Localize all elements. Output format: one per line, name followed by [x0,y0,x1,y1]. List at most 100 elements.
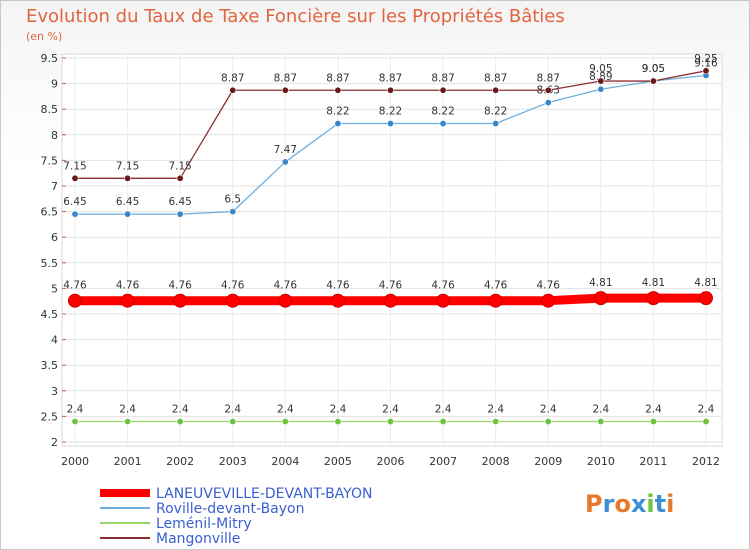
plot-background [61,53,723,447]
data-label: 6.45 [168,196,191,208]
data-label: 4.76 [484,280,508,292]
data-point [488,293,503,308]
data-label: 4.76 [274,280,298,292]
legend-label: Leménil-Mitry [156,516,252,532]
logo-letter: t [654,490,667,518]
data-point [176,210,184,218]
data-point [120,293,135,308]
y-tick-label: 3 [51,385,58,398]
x-tick-label: 2012 [692,455,720,468]
data-point [492,86,500,94]
data-label: 4.76 [116,280,140,292]
data-label: 2.4 [698,404,715,416]
data-label: 2.4 [119,404,136,416]
x-tick-label: 2006 [377,455,405,468]
data-label: 2.4 [645,404,662,416]
data-point [176,418,184,426]
data-point [229,418,237,426]
data-point [699,291,713,306]
data-point [124,174,132,182]
data-label: 2.4 [592,404,609,416]
chart-title: Evolution du Taux de Taxe Foncière sur l… [26,6,565,27]
data-point [544,99,552,107]
data-label: 4.76 [537,280,561,292]
data-label: 8.87 [537,72,560,84]
y-tick-label: 9 [51,78,58,91]
data-point [436,293,451,308]
x-tick-label: 2004 [271,455,299,468]
data-point [649,77,657,85]
y-tick-label: 2 [51,436,58,449]
x-tick-label: 2007 [429,455,457,468]
y-tick-label: 6.5 [41,206,59,219]
logo-letter: i [666,490,675,518]
data-label: 7.15 [63,160,86,172]
logo-letter: i [646,490,655,518]
data-point [383,293,398,308]
data-point [173,293,188,308]
x-tick-label: 2010 [587,455,615,468]
data-point [334,86,342,94]
data-point [492,418,500,426]
data-point [439,418,447,426]
y-tick-label: 2.5 [41,410,59,423]
data-point [225,293,240,308]
data-label: 2.4 [224,404,241,416]
data-point [386,120,394,128]
data-point [544,86,552,94]
data-point [176,174,184,182]
data-point [71,210,79,218]
data-point [229,86,237,94]
data-label: 7.47 [274,144,297,156]
data-label: 2.4 [172,404,189,416]
data-label: 8.87 [326,72,349,84]
y-tick-label: 7 [51,180,58,193]
data-point [68,293,82,308]
y-tick-label: 8.5 [41,103,59,116]
data-label: 8.87 [431,72,454,84]
x-tick-label: 2001 [114,455,142,468]
data-label: 2.4 [435,404,452,416]
data-point [492,120,500,128]
data-label: 4.81 [589,277,612,289]
data-point [124,418,132,426]
legend-label: LANEUVEVILLE-DEVANT-BAYON [156,486,372,502]
data-label: 8.22 [431,106,454,118]
data-label: 8.87 [379,72,402,84]
data-label: 2.4 [382,404,399,416]
y-tick-label: 5.5 [41,257,59,270]
data-point [439,120,447,128]
data-point [281,158,289,166]
y-tick-label: 4 [51,334,58,347]
legend: LANEUVEVILLE-DEVANT-BAYONRoville-devant-… [100,486,372,547]
data-label: 9.05 [642,63,665,75]
data-point [281,418,289,426]
data-label: 7.15 [168,160,191,172]
y-tick-label: 9.5 [41,52,59,65]
data-point [593,291,608,306]
data-point [646,291,661,306]
logo-letter: r [602,490,615,518]
data-label: 4.76 [326,280,350,292]
data-point [71,418,79,426]
y-tick-label: 4.5 [41,308,59,321]
x-tick-label: 2003 [219,455,247,468]
data-label: 4.76 [431,280,455,292]
data-point [541,293,556,308]
data-label: 9.25 [694,53,717,65]
data-label: 4.76 [168,280,192,292]
data-label: 4.81 [694,277,717,289]
x-tick-label: 2011 [639,455,667,468]
plot-area: 2 2.5 3 3.5 4 4.5 5 5.5 6 6.5 7 7.5 8 8.5 9 9.5 2000 2001… [41,52,723,468]
data-point [702,67,710,75]
x-tick-label: 2002 [166,455,194,468]
x-tick-label: 2005 [324,455,352,468]
data-point [124,210,132,218]
x-tick-label: 2008 [482,455,510,468]
x-tick-label: 2009 [534,455,562,468]
y-tick-label: 6 [51,231,58,244]
data-point [597,77,605,85]
data-label: 2.4 [330,404,347,416]
y-tick-label: 3.5 [41,359,59,372]
